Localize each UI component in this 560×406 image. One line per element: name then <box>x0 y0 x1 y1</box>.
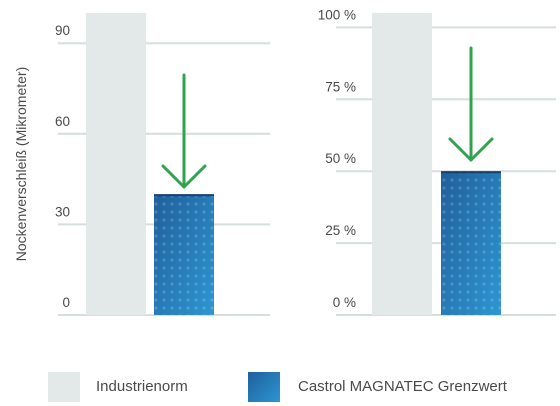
tick-label-p2-1: 25 % <box>325 223 356 238</box>
y-axis-label: Nockenverschleiß (Mikrometer) <box>13 67 29 261</box>
legend-label-castrol-magnatec: Castrol MAGNATEC Grenzwert <box>298 378 507 395</box>
tick-label-p1-1: 30 <box>55 204 70 219</box>
tick-label-p2-2: 50 % <box>325 151 356 166</box>
tick-label-p1-2: 60 <box>55 114 70 129</box>
legend-swatch-castrol-magnatec <box>248 372 280 402</box>
bar-castrol-texture-p1 <box>154 194 214 315</box>
tick-label-p1-0: 0 <box>62 295 70 310</box>
legend-label-industrienorm: Industrienorm <box>96 378 188 395</box>
bar-industrienorm-p2 <box>372 13 432 315</box>
arrow-head-p1 <box>161 164 207 189</box>
tick-label-p2-3: 75 % <box>325 79 356 94</box>
bar-industrienorm-p1 <box>86 13 146 315</box>
arrow-head-p2 <box>448 137 494 162</box>
tick-label-p1-3: 90 <box>55 23 70 38</box>
tick-label-p2-4: 100 % <box>318 7 356 22</box>
tick-label-p2-0: 0 % <box>333 295 356 310</box>
bar-castrol-texture-p2 <box>441 171 501 315</box>
legend-swatch-industrienorm <box>48 372 80 402</box>
